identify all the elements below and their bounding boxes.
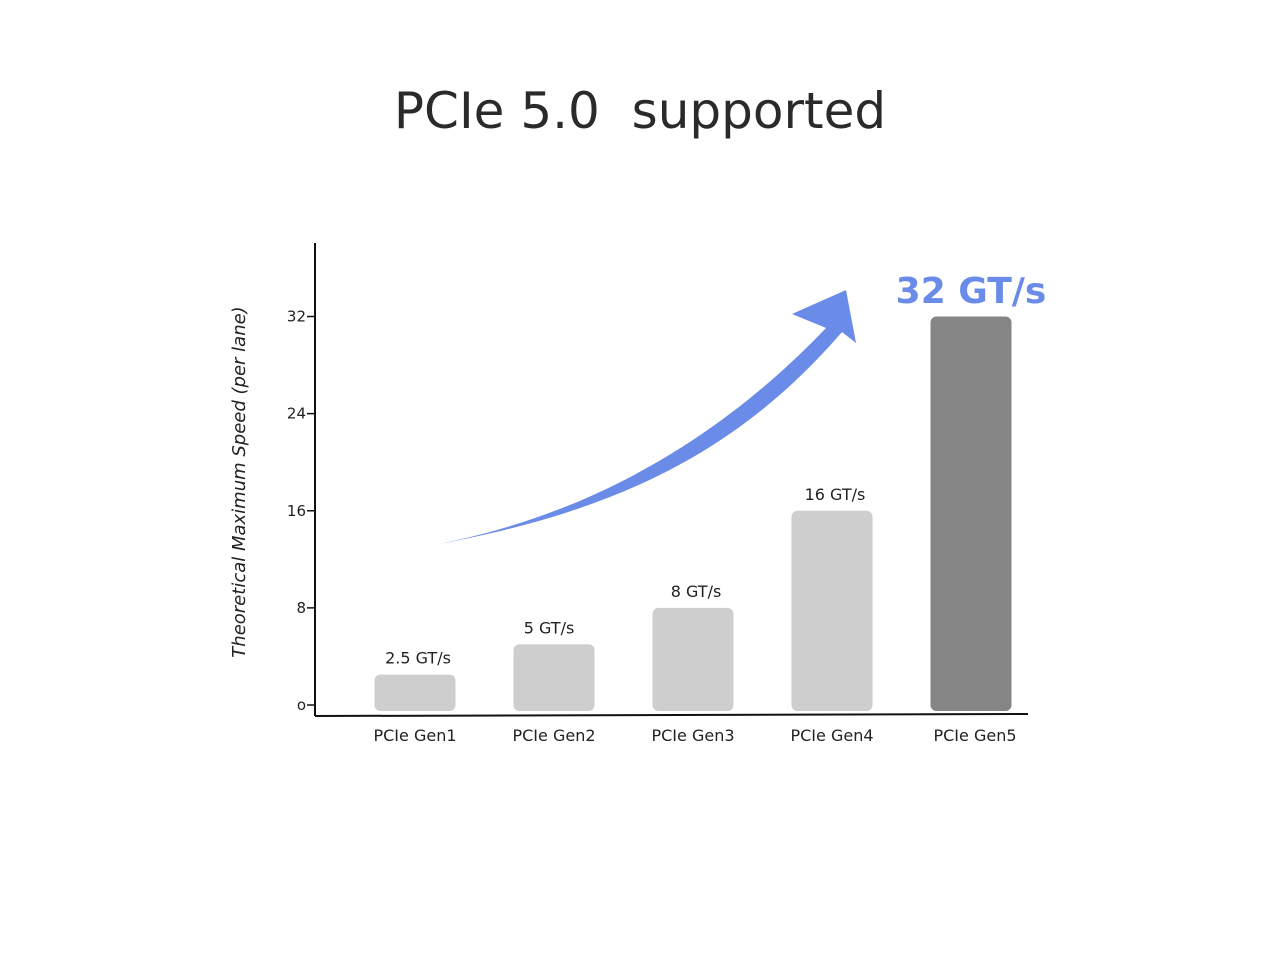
bar-pcie-gen4	[791, 510, 873, 711]
y-axis-label: Theoretical Maximum Speed (per lane)	[229, 306, 250, 657]
y-tick-label: o	[297, 696, 306, 714]
data-label: 8 GT/s	[671, 582, 722, 601]
x-tick-label: PCIe Gen5	[933, 726, 1016, 745]
bar-pcie-gen5	[930, 316, 1012, 711]
x-tick-label: PCIe Gen4	[790, 726, 873, 745]
y-tick-label: 8	[296, 599, 306, 617]
x-axis-line	[314, 713, 1029, 717]
x-tick-label: PCIe Gen1	[373, 726, 456, 745]
bar-pcie-gen1	[374, 674, 456, 711]
x-tick-label: PCIe Gen2	[512, 726, 595, 745]
data-label: 16 GT/s	[805, 485, 866, 504]
y-tick-label: 16	[287, 502, 306, 520]
y-tick-label: 24	[287, 405, 306, 423]
highlight-data-label: 32 GT/s	[896, 271, 1047, 312]
trend-arrow-icon	[428, 290, 856, 546]
chart-title: PCIe 5.0 supported	[393, 82, 887, 140]
y-tick-label: 32	[287, 308, 306, 326]
x-tick-label: PCIe Gen3	[651, 726, 734, 745]
data-label: 5 GT/s	[524, 618, 575, 637]
data-label: 2.5 GT/s	[385, 649, 451, 668]
bar-pcie-gen3	[652, 607, 734, 711]
bar-pcie-gen2	[513, 644, 595, 711]
